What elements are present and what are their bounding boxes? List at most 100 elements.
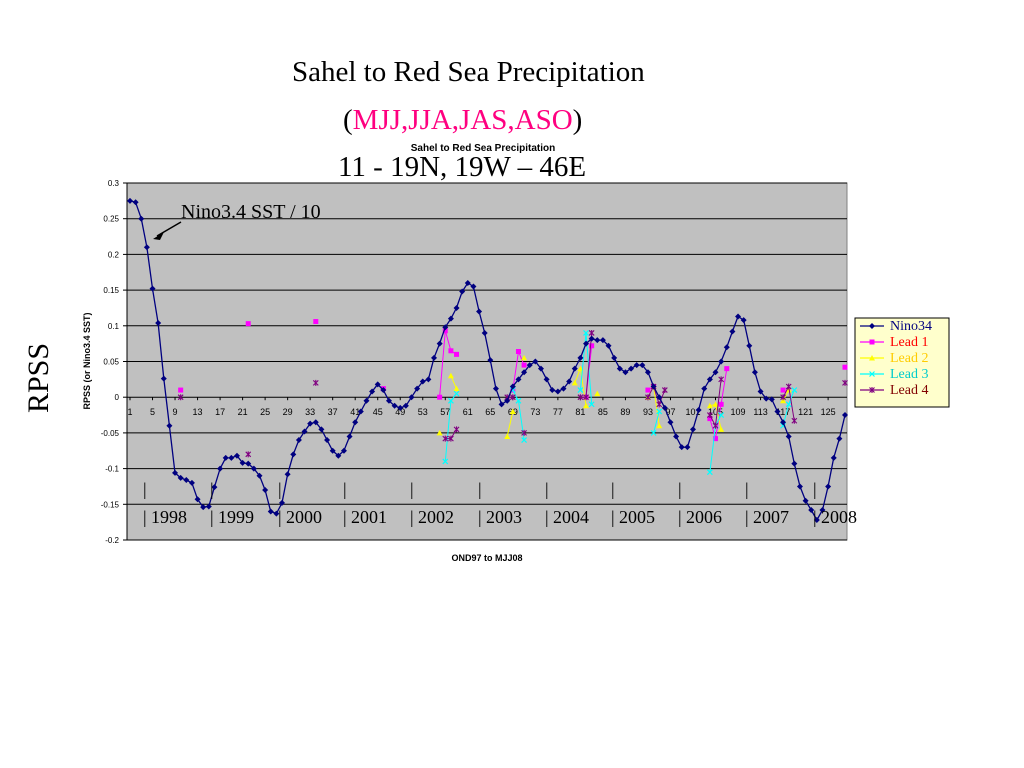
x-tick-label: 125	[821, 407, 836, 417]
data-point	[774, 408, 781, 415]
data-point	[650, 429, 657, 436]
data-point	[487, 357, 494, 364]
seasons-open-paren: (	[343, 104, 353, 136]
data-point	[442, 435, 449, 442]
data-point	[177, 394, 184, 401]
data-point	[644, 369, 651, 376]
year-marker: |	[278, 479, 282, 499]
data-point	[183, 477, 190, 484]
data-point	[357, 408, 364, 415]
data-point	[560, 385, 567, 392]
legend-swatch-marker	[869, 339, 875, 345]
data-point	[228, 454, 235, 461]
x-tick-label: 117	[776, 407, 790, 417]
data-point	[571, 379, 578, 386]
year-marker: |	[745, 507, 749, 527]
legend-label: Lead 4	[890, 383, 928, 398]
series-line	[439, 330, 457, 398]
x-tick-label: 93	[643, 407, 653, 417]
year-label: 2000	[286, 507, 322, 527]
data-point	[346, 433, 353, 440]
data-point	[628, 365, 635, 372]
data-point	[470, 283, 477, 290]
chart-title: Sahel to Red Sea Precipitation	[411, 143, 555, 154]
y-tick-label: -0.1	[105, 465, 119, 474]
data-point	[448, 435, 454, 442]
data-point	[498, 401, 505, 408]
x-tick-label: 65	[485, 407, 495, 417]
data-point	[701, 385, 708, 392]
x-tick-label: 113	[753, 407, 767, 417]
year-label: 2004	[553, 507, 589, 527]
data-point	[324, 437, 331, 444]
data-point	[515, 397, 522, 404]
data-point	[583, 402, 590, 409]
data-point	[583, 340, 590, 347]
data-point	[245, 460, 252, 467]
year-marker: |	[343, 507, 347, 527]
year-marker: |	[143, 507, 147, 527]
data-point	[374, 381, 381, 388]
data-point	[481, 329, 488, 336]
data-point	[740, 317, 747, 324]
data-point	[712, 369, 719, 376]
data-point	[718, 426, 725, 432]
x-axis-label: OND97 to MJJ08	[451, 553, 522, 563]
data-point	[554, 388, 561, 395]
data-point	[796, 483, 803, 490]
x-tick-label: 57	[440, 407, 450, 417]
y-tick-label: 0.05	[103, 358, 119, 367]
x-tick-label: 49	[395, 407, 405, 417]
annotation: Nino3.4 SST / 10	[153, 201, 321, 240]
data-point	[819, 507, 826, 514]
data-point	[453, 390, 460, 397]
data-point	[521, 437, 528, 443]
data-point	[785, 401, 792, 408]
x-tick-label: 5	[150, 407, 155, 417]
legend-label: Lead 3	[890, 367, 928, 382]
data-point	[712, 422, 719, 429]
data-point	[633, 362, 640, 369]
data-point	[279, 499, 286, 506]
x-tick-label: 17	[215, 407, 225, 417]
data-point	[166, 422, 173, 429]
year-marker: |	[745, 479, 749, 499]
data-point	[385, 397, 392, 404]
year-labels: || 1998|| 1999|| 2000|| 2001|| 2002|| 2003|| 20…	[143, 479, 857, 527]
data-point	[577, 387, 584, 393]
x-tick-label: 85	[598, 407, 608, 417]
data-point	[340, 447, 347, 454]
data-point	[397, 404, 404, 411]
data-point	[622, 369, 629, 376]
x-tick-label: 61	[463, 407, 473, 417]
seasons-list: MJJ,JJA,JAS,ASO	[352, 104, 573, 136]
data-point	[746, 342, 753, 349]
data-point	[521, 362, 527, 368]
data-point	[402, 402, 409, 409]
slide-title: Sahel to Red Sea Precipitation	[292, 56, 645, 88]
x-tick-label: 37	[328, 407, 338, 417]
year-label: 2008	[821, 507, 857, 527]
series-layer	[127, 197, 848, 524]
data-point	[706, 376, 713, 383]
x-tick-label: 105	[708, 407, 723, 417]
data-point	[605, 342, 612, 349]
data-point	[284, 471, 291, 478]
data-point	[588, 329, 595, 336]
data-point	[706, 469, 713, 476]
x-tick-label: 77	[553, 407, 563, 417]
data-point	[149, 285, 156, 292]
data-point	[599, 337, 606, 344]
data-point	[509, 383, 516, 390]
data-point	[842, 379, 848, 386]
x-tick-label: 21	[238, 407, 248, 417]
data-point	[571, 365, 578, 372]
data-point	[250, 465, 257, 472]
year-label: 2002	[418, 507, 454, 527]
data-point	[718, 401, 724, 407]
legend-label: Lead 2	[890, 351, 928, 366]
annotation-arrowhead	[153, 232, 164, 240]
data-point	[537, 365, 544, 372]
data-point	[594, 390, 601, 397]
data-point	[521, 429, 527, 436]
